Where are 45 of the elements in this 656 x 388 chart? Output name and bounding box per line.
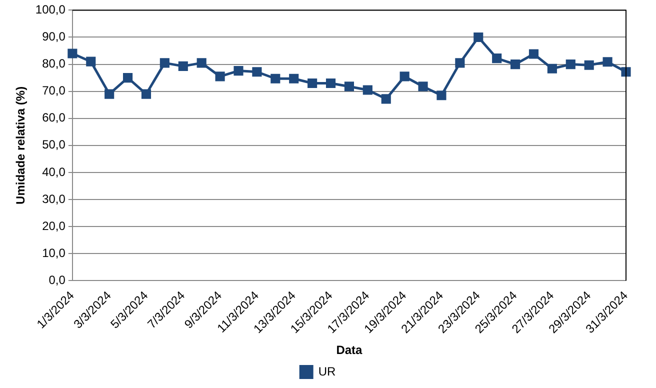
point — [234, 66, 244, 76]
point — [344, 82, 354, 92]
point — [326, 78, 336, 88]
point — [270, 74, 280, 84]
point — [86, 56, 96, 66]
point — [492, 54, 502, 64]
point — [178, 61, 188, 71]
point — [196, 58, 206, 68]
point — [141, 89, 152, 99]
legend-label: UR — [318, 364, 336, 378]
y-tick-label: 30,0 — [42, 192, 66, 206]
y-tick-label: 0,0 — [48, 272, 66, 287]
y-tick-label: 40,0 — [42, 164, 66, 179]
point — [381, 94, 391, 104]
point — [123, 73, 133, 83]
y-tick-label: 70,0 — [42, 84, 66, 98]
x-axis-title: Data — [336, 343, 363, 358]
point — [308, 78, 318, 88]
point — [104, 89, 114, 99]
y-tick-label: 50,0 — [42, 138, 66, 152]
y-tick-label: 60,0 — [42, 110, 66, 125]
y-axis-title: Umidade relativa (%) — [14, 86, 28, 204]
point — [252, 67, 262, 77]
point — [510, 60, 520, 70]
point — [547, 64, 557, 74]
point — [602, 57, 612, 67]
point — [160, 58, 170, 68]
point — [418, 82, 428, 92]
point — [362, 85, 372, 95]
y-tick-label: 100,0 — [35, 2, 66, 17]
point — [436, 90, 446, 100]
point — [528, 49, 539, 59]
point — [215, 72, 225, 82]
point — [566, 60, 576, 70]
point — [289, 74, 299, 84]
point — [621, 67, 631, 77]
point — [68, 48, 78, 58]
y-tick-label: 10,0 — [42, 246, 66, 260]
point — [584, 60, 594, 70]
y-tick-label: 90,0 — [42, 30, 66, 44]
point — [455, 58, 465, 68]
point — [400, 72, 410, 82]
y-tick-label: 20,0 — [42, 218, 66, 233]
point — [474, 32, 484, 42]
y-tick-label: 80,0 — [42, 56, 66, 71]
